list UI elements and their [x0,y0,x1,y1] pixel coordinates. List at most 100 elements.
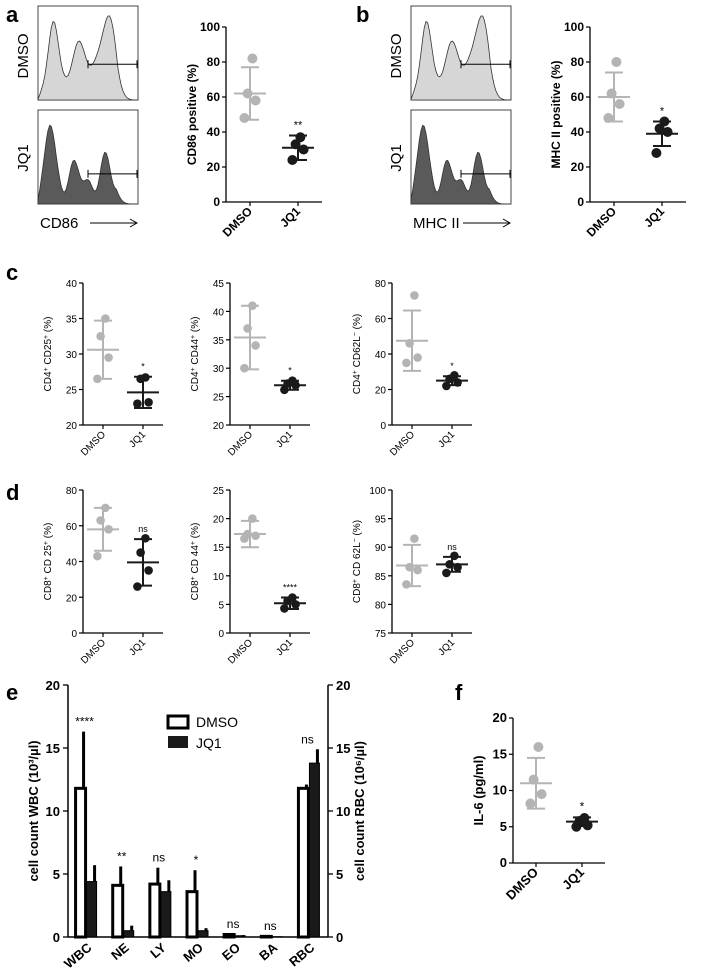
panel-f-dotplot: 0 5 10 15 20 DMSO JQ1 * [493,710,605,903]
y-tick-label: 60 [375,315,387,326]
y-tick-label: 80 [375,600,387,611]
y-tick-label: 60 [66,522,78,533]
significance-label: * [660,106,665,118]
error-bar [93,865,97,882]
y-tick-label: 100 [369,486,386,497]
data-point [240,363,249,373]
y-tick-label: 80 [66,486,78,497]
y-tick-label: 20 [571,160,585,174]
y-tick-label: 40 [207,125,221,139]
data-point [450,551,459,561]
y-tick-label: 25 [213,393,225,404]
bar-dmso [111,883,125,939]
data-point [141,373,150,382]
y-tick-label: 40 [571,125,585,139]
y-tick-label-right: 5 [336,867,343,882]
significance-label: ns [264,919,277,933]
panel-letter-a: a [6,2,19,27]
significance-label: ns [153,851,166,865]
x-tick-label: JQ1 [436,429,457,450]
y-tick-label: 90 [375,543,387,554]
significance-label: **** [75,715,94,729]
significance-label: * [141,362,145,372]
y-tick-label: 10 [493,783,507,798]
y-axis-label-left: cell count WBC (10³/µl) [26,740,41,881]
y-axis-label: CD8+ CD 62L− (%) [352,520,364,603]
significance-label: ns [138,524,148,534]
data-point [606,88,617,99]
y-tick-label: 15 [493,746,507,761]
data-point [247,53,258,64]
data-point [93,374,102,384]
data-point [405,339,414,348]
error-bar [119,866,123,886]
panel-c-dotplot-2: 20 25 30 35 40 45 DMSO JQ1 * [213,279,310,458]
bar-jq1 [308,762,320,938]
y-tick-label: 0 [71,629,77,640]
y-tick-label: 40 [66,558,78,569]
error-bar [230,933,234,935]
histogram-x-label: MHC II [413,215,460,232]
data-point [248,514,257,523]
data-point [442,568,451,578]
significance-label: ** [117,849,127,863]
data-point [533,742,544,752]
y-tick-label-left: 20 [46,678,60,693]
data-point [410,534,419,543]
y-tick-label: 95 [375,515,387,526]
data-point [251,341,260,350]
x-tick-label: DMSO [584,204,619,239]
y-tick-label: 0 [500,855,507,870]
arrow-head [129,218,139,228]
legend-swatch-jq1 [168,736,188,748]
panel-b-dotplot: 0 20 40 60 80 100 DMSO JQ1 * [564,20,686,240]
data-point [133,582,142,591]
significance-label: * [450,361,454,371]
y-tick-label: 40 [375,350,387,361]
histogram-label-dmso: DMSO [388,34,405,79]
data-point [243,324,252,333]
data-point [101,503,110,513]
data-point [402,358,411,368]
data-point [445,560,454,569]
y-tick-label: 100 [564,20,584,34]
data-point [413,353,422,362]
histogram-curve [410,124,511,205]
y-tick-label: 20 [66,421,78,432]
data-point [290,139,301,150]
bar-dmso [185,890,199,939]
y-tick-label: 85 [375,572,387,583]
y-tick-label: 80 [207,55,221,69]
data-point [295,132,306,143]
y-tick-label: 80 [375,279,387,290]
y-axis-label: CD8+ CD 25+ (%) [43,523,55,601]
x-tick-label: EO [219,940,243,964]
panel-letter-e: e [6,680,18,705]
data-point [288,376,297,385]
y-tick-label: 100 [200,20,220,34]
x-tick-label: DMSO [79,429,108,458]
bar-jq1 [234,935,246,938]
y-tick-label-right: 20 [336,678,350,693]
x-tick-label: DMSO [388,429,417,458]
y-axis-label: CD4+ CD25+ (%) [43,317,55,392]
y-tick-label: 30 [66,350,78,361]
y-tick-label-left: 15 [46,741,60,756]
y-tick-label: 5 [218,600,224,611]
x-tick-label: JQ1 [127,637,148,658]
error-bar [304,784,308,789]
data-point [291,600,300,609]
error-bar [193,870,197,892]
data-point [659,116,670,127]
y-tick-label: 20 [493,710,507,725]
y-tick-label-right: 0 [336,930,343,945]
histogram-dmso [37,5,139,101]
histogram-curve [37,124,138,205]
significance-label: ns [301,732,314,746]
data-point [536,789,547,800]
legend-label-dmso: DMSO [196,714,238,730]
histogram-label-jq1: JQ1 [15,144,32,172]
y-tick-label: 30 [213,364,225,375]
y-tick-label: 0 [213,195,220,209]
y-axis-label: CD4+ CD44+ (%) [190,317,202,392]
